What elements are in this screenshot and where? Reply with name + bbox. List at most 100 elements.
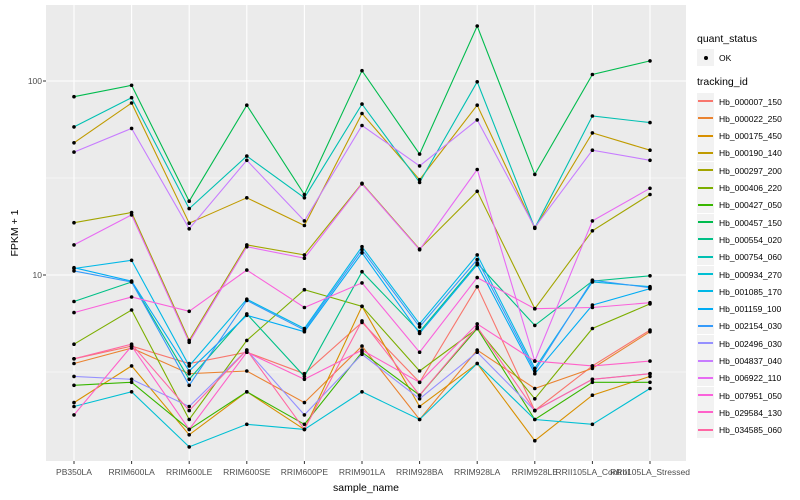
data-point <box>648 186 652 191</box>
data-point <box>72 220 76 225</box>
legend-item-label: Hb_000427_050 <box>719 200 782 211</box>
legend-key-line-icon <box>698 221 713 224</box>
data-point <box>302 287 307 292</box>
legend-key-box <box>697 109 714 127</box>
data-point <box>187 427 191 432</box>
data-point <box>302 192 307 197</box>
legend-item-label: Hb_002154_030 <box>719 321 782 332</box>
legend-item-Hb_004837_040: Hb_004837_040 <box>697 352 797 369</box>
legend-item-Hb_000007_150: Hb_000007_150 <box>697 92 797 110</box>
x-tick-label-RRIM600SE: RRIM600SE <box>223 467 271 477</box>
legend-item-Hb_029584_130: Hb_029584_130 <box>697 403 797 421</box>
data-point <box>590 131 595 135</box>
data-point <box>360 68 364 73</box>
data-point <box>72 265 76 270</box>
legend-item-label: Hb_001085_170 <box>719 286 782 297</box>
data-point <box>302 377 307 382</box>
data-point <box>417 152 422 156</box>
data-point <box>245 298 249 303</box>
data-point <box>245 196 249 200</box>
data-point <box>302 305 307 310</box>
legend-item-Hb_000754_060: Hb_000754_060 <box>697 248 797 266</box>
data-point <box>590 229 595 233</box>
data-point <box>648 192 652 197</box>
data-point <box>360 344 364 348</box>
legend-item-label: Hb_004837_040 <box>719 356 782 366</box>
legend-item-Hb_006922_110: Hb_006922_110 <box>697 369 797 387</box>
data-point <box>417 369 422 373</box>
data-point <box>187 371 191 376</box>
x-tick-label-RRIM600PE: RRIM600PE <box>280 467 329 477</box>
data-point <box>533 369 537 373</box>
data-point <box>129 280 134 284</box>
legend-key-line-icon <box>698 411 713 414</box>
data-point <box>590 364 595 368</box>
data-point <box>187 445 191 449</box>
data-point <box>533 359 537 363</box>
legend-item-label: Hb_029584_130 <box>719 407 782 418</box>
data-point <box>590 393 595 398</box>
legend-item-label: Hb_002496_030 <box>719 338 782 349</box>
data-point <box>590 72 595 77</box>
data-point <box>475 257 480 262</box>
data-point <box>648 59 652 63</box>
x-tick-label-RRII105LA_Control: RRII105LA_Control <box>555 467 630 477</box>
legend-key-box <box>697 179 714 196</box>
data-point <box>590 326 595 331</box>
legend-title-quant-status: quant_status <box>697 33 758 45</box>
data-point <box>417 393 422 398</box>
data-point <box>187 221 191 225</box>
legend-item-label: Hb_000007_150 <box>719 96 782 107</box>
data-point <box>360 352 364 357</box>
legend-key-line-icon <box>698 151 713 154</box>
legend-item-Hb_002154_030: Hb_002154_030 <box>697 317 797 335</box>
data-point <box>302 371 307 376</box>
legend-key-line-icon <box>698 134 713 137</box>
data-point <box>417 164 422 168</box>
data-point <box>648 158 652 163</box>
x-tick-label-RRIM928LA: RRIM928LA <box>454 467 501 477</box>
legend-item-Hb_000022_250: Hb_000022_250 <box>697 109 797 127</box>
data-point <box>72 125 76 129</box>
legend: quant_status OK tracking_id Hb_000007_15… <box>694 0 800 500</box>
data-point <box>72 94 76 99</box>
data-point <box>72 357 76 361</box>
legend-item-Hb_000175_450: Hb_000175_450 <box>697 127 797 145</box>
data-point <box>648 371 652 376</box>
data-point <box>590 148 595 152</box>
legend-key-line-icon <box>698 324 713 327</box>
data-point <box>245 103 249 107</box>
data-point <box>590 114 595 118</box>
legend-key-box <box>697 421 714 439</box>
legend-key-line-icon <box>698 169 713 172</box>
data-point <box>590 422 595 427</box>
data-point <box>245 369 249 373</box>
legend-item-Hb_000406_220: Hb_000406_220 <box>697 179 797 196</box>
data-point <box>417 417 422 422</box>
legend-key-box <box>697 300 714 318</box>
x-tick-label-RRIM600LA: RRIM600LA <box>108 467 155 477</box>
legend-key-box <box>697 265 714 283</box>
legend-item-Hb_034585_060: Hb_034585_060 <box>697 421 797 439</box>
data-point <box>302 427 307 432</box>
data-point <box>417 177 422 182</box>
data-point <box>360 244 364 249</box>
data-point <box>475 284 480 289</box>
data-point <box>648 380 652 385</box>
legend-key-line-icon <box>698 255 713 258</box>
legend-key-box <box>697 127 714 145</box>
legend-key-box <box>697 248 714 266</box>
data-point <box>475 118 480 122</box>
legend-key-line-icon <box>698 359 713 362</box>
legend-item-Hb_001085_170: Hb_001085_170 <box>697 282 797 300</box>
data-point <box>360 304 364 309</box>
data-point <box>648 148 652 152</box>
data-point <box>187 309 191 314</box>
data-point <box>590 278 595 283</box>
data-point <box>360 281 364 285</box>
data-point <box>360 182 364 186</box>
legend-item-Hb_000554_020: Hb_000554_020 <box>697 230 797 248</box>
data-point <box>72 141 76 145</box>
y-axis-title: FPKM + 1 <box>9 209 21 257</box>
legend-title-tracking-id: tracking_id <box>697 76 748 88</box>
